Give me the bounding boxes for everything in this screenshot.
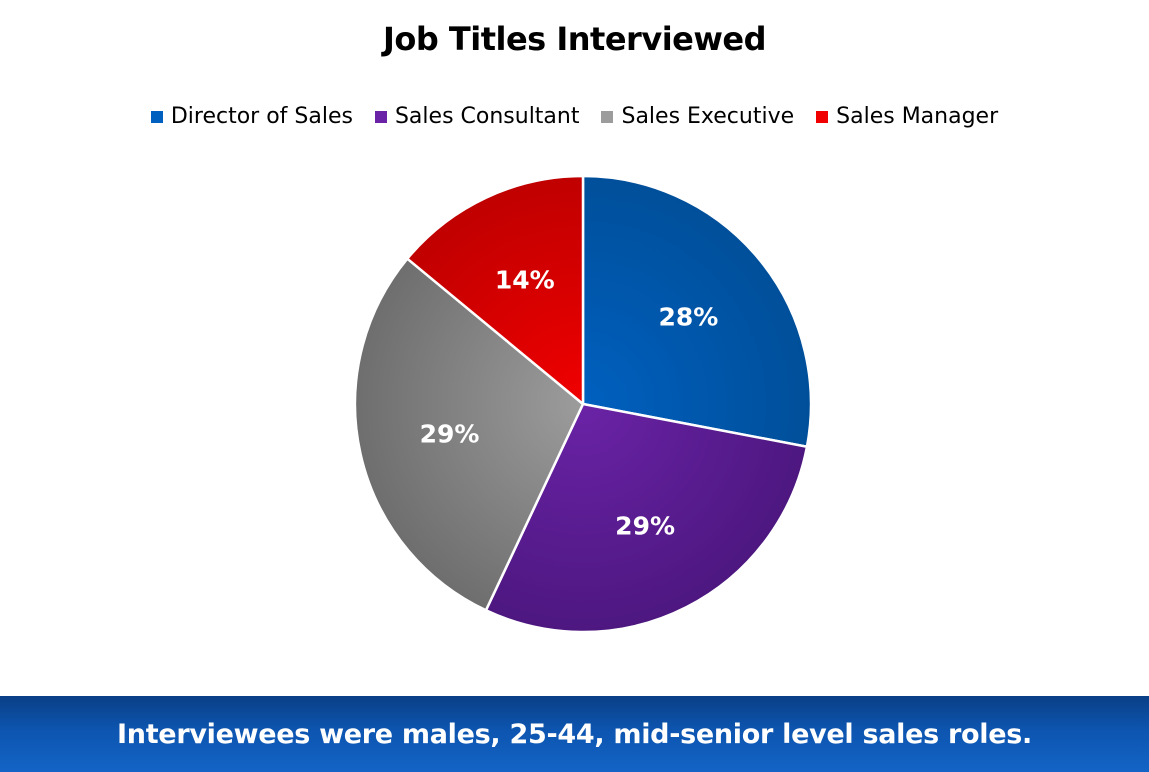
pie-chart: 28% 29% 29% 14% <box>353 174 813 634</box>
data-label-director-of-sales: 28% <box>658 302 718 331</box>
legend-label-sales-consultant: Sales Consultant <box>394 104 580 129</box>
legend-label-sales-manager: Sales Manager <box>836 104 999 129</box>
chart-title: Job Titles Interviewed <box>382 20 767 58</box>
footer-banner: Interviewees were males, 25-44, mid-seni… <box>0 696 1149 772</box>
legend-swatch-sales-executive <box>601 110 614 123</box>
data-label-sales-consultant: 29% <box>615 511 675 540</box>
legend-item-sales-executive: Sales Executive <box>601 104 794 129</box>
legend-item-director-of-sales: Director of Sales <box>150 104 353 129</box>
legend-swatch-sales-manager <box>816 110 829 123</box>
legend: Director of Sales Sales Consultant Sales… <box>0 104 1149 129</box>
pie-slice-sales-consultant <box>484 402 809 634</box>
data-label-sales-manager: 14% <box>495 266 555 295</box>
pie-slice-director-of-sales <box>581 174 813 448</box>
legend-label-director-of-sales: Director of Sales <box>170 104 353 129</box>
legend-item-sales-consultant: Sales Consultant <box>374 104 580 129</box>
legend-swatch-sales-consultant <box>374 110 387 123</box>
legend-label-sales-executive: Sales Executive <box>621 104 795 129</box>
legend-item-sales-manager: Sales Manager <box>816 104 998 129</box>
pie-slice-sales-executive <box>353 257 585 612</box>
data-label-sales-executive: 29% <box>420 419 480 448</box>
legend-swatch-director-of-sales <box>150 110 163 123</box>
footer-note: Interviewees were males, 25-44, mid-seni… <box>117 718 1032 750</box>
pie-slice-sales-manager <box>406 174 585 406</box>
